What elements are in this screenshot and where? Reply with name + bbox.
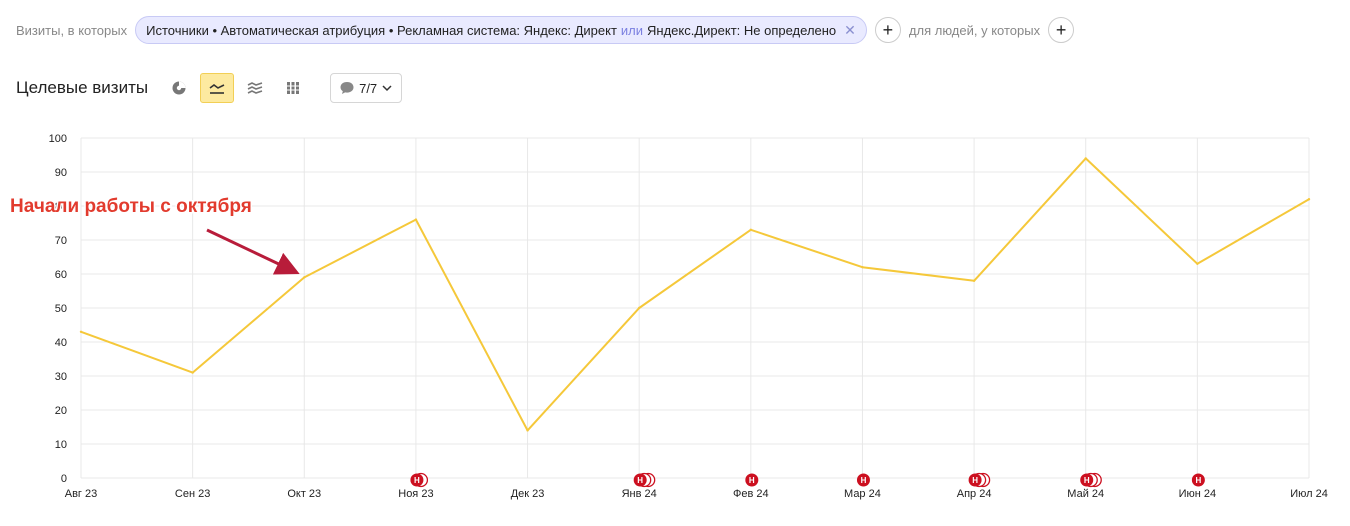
x-tick-label: Окт 23: [287, 488, 321, 500]
bar-chart-button[interactable]: [276, 73, 310, 103]
y-tick-label: 90: [55, 167, 67, 179]
filter-bar: Визиты, в которых Источники • Автоматиче…: [16, 14, 1082, 46]
x-tick-label: Ноя 23: [398, 488, 433, 500]
plus-icon: +: [882, 20, 894, 40]
page-title: Целевые визиты: [16, 78, 149, 97]
bar-chart-icon: [286, 82, 301, 94]
series-line: [80, 157, 1310, 432]
y-tick-label: 40: [55, 337, 67, 349]
people-condition-label: для людей, у которых: [908, 22, 1041, 38]
x-tick-label: Дек 23: [511, 488, 545, 500]
chevron-down-icon: [382, 85, 392, 92]
notes-count: 7/7: [359, 80, 378, 96]
data-point: [79, 330, 83, 333]
note-marker: Н: [1080, 472, 1102, 488]
goal-visits-line-chart: 0 10 20 30 40 50 60 70 80 90 100 Авг 23 Сен 23 Окт 2…: [9, 133, 1328, 500]
data-point: [972, 279, 976, 282]
note-marker-label: Н: [414, 476, 420, 485]
data-point: [637, 306, 641, 310]
x-tick-label: Авг 23: [65, 488, 97, 500]
x-tick-label: Янв 24: [622, 488, 657, 500]
note-marker-label: Н: [861, 476, 867, 485]
note-marker: Н: [745, 473, 759, 487]
annotation-text: Начали работы с октября: [10, 196, 252, 217]
line-chart-icon: [209, 84, 225, 94]
y-tick-label: 0: [61, 473, 67, 485]
note-marker-dot: [633, 473, 647, 487]
note-marker-dot: [968, 473, 982, 487]
note-marker-dot: [745, 473, 759, 487]
note-marker-dot: [1191, 473, 1205, 487]
add-people-condition-button[interactable]: +: [1048, 17, 1075, 43]
note-marker: Н: [633, 472, 656, 488]
x-tick-label: Июл 24: [1290, 488, 1328, 500]
y-tick-label: 80: [55, 201, 67, 213]
note-marker-dot: [856, 473, 870, 487]
filter-chip-condition-2: Яндекс.Директ: Не определено: [647, 22, 837, 38]
note-marker-label: Н: [749, 476, 755, 485]
y-tick-label: 10: [55, 439, 67, 451]
chart-header: Целевые визиты 7/7: [16, 72, 403, 104]
y-tick-label: 20: [55, 405, 67, 417]
data-point: [1196, 262, 1199, 265]
x-tick-label: Мар 24: [844, 488, 881, 500]
pie-chart-icon: [172, 81, 186, 95]
data-point: [414, 218, 418, 221]
y-tick-label: 100: [49, 133, 67, 145]
filter-chip-or: или: [620, 22, 644, 38]
filter-prefix-label: Визиты, в которых: [16, 22, 128, 38]
data-point: [1084, 157, 1087, 160]
x-tick-label: Май 24: [1067, 488, 1104, 500]
notes-toggle-button[interactable]: 7/7: [330, 73, 403, 103]
x-tick-label: Июн 24: [1179, 488, 1217, 500]
pie-chart-button[interactable]: [162, 73, 196, 103]
y-tick-label: 50: [55, 303, 67, 315]
area-chart-button[interactable]: [238, 73, 272, 103]
note-marker-label: Н: [972, 476, 978, 485]
data-point: [526, 429, 529, 432]
x-tick-label: Сен 23: [175, 488, 210, 500]
add-visit-condition-button[interactable]: +: [874, 17, 901, 43]
close-icon[interactable]: ✕: [844, 21, 856, 38]
data-point: [303, 276, 306, 279]
plus-icon: +: [1055, 20, 1067, 40]
note-marker-dot: [410, 473, 424, 487]
note-marker: Н: [1191, 473, 1205, 487]
line-chart-button[interactable]: [200, 73, 235, 103]
data-point: [1307, 198, 1311, 201]
y-tick-label: 30: [55, 371, 67, 383]
filter-chip-condition-1: Источники • Автоматическая атрибуция • Р…: [146, 22, 617, 38]
note-marker-label: Н: [1195, 476, 1201, 485]
note-marker: Н: [856, 473, 870, 487]
x-tick-label: Фев 24: [733, 488, 769, 500]
note-marker-label: Н: [637, 476, 643, 485]
source-filter-chip[interactable]: Источники • Автоматическая атрибуция • Р…: [135, 16, 867, 44]
data-point: [861, 266, 864, 269]
note-marker-label: Н: [1084, 476, 1090, 485]
note-marker: Н: [410, 472, 429, 488]
x-tick-label: Апр 24: [957, 488, 992, 500]
y-tick-label: 60: [55, 269, 67, 281]
data-point: [191, 371, 194, 374]
y-tick-label: 70: [55, 235, 67, 247]
comment-icon: [340, 82, 354, 94]
note-marker: Н: [968, 472, 991, 488]
data-point: [749, 228, 753, 231]
note-marker-dot: [1080, 473, 1094, 487]
annotation-arrow: [206, 228, 300, 275]
area-chart-icon: [247, 82, 263, 94]
